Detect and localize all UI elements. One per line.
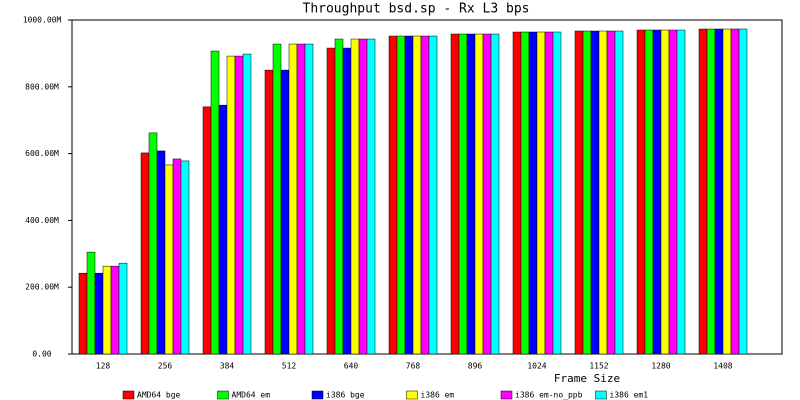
bar [660,29,670,355]
x-tick-label: 512 [282,362,297,371]
bar [288,43,298,355]
bar [396,35,406,355]
x-axis-label: Frame Size [554,372,620,385]
legend-swatch [311,390,324,400]
bar [334,38,344,355]
bar [738,28,748,355]
bar [404,35,414,355]
bar [714,28,724,355]
x-tick-label: 1024 [527,362,546,371]
bar [226,55,236,355]
bar [156,150,166,355]
bar [544,31,554,355]
y-tick-label: 800.00M [25,82,59,91]
chart-title: Throughput bsd.sp - Rx L3 bps [303,2,530,17]
y-tick-label: 600.00M [25,149,59,158]
bar [210,50,220,355]
bar [412,35,422,355]
bar [164,164,174,355]
bar [180,160,190,355]
x-tick-label: 1152 [589,362,608,371]
bar [280,69,290,355]
bar [110,265,120,355]
bar [350,38,360,355]
x-tick-label: 1408 [713,362,732,371]
bar [474,33,484,355]
x-tick-label: 256 [158,362,173,371]
bar [722,28,732,355]
bar [676,29,686,355]
y-tick-label: 0.00 [32,350,51,359]
bar [450,33,460,355]
x-tick-label: 640 [344,362,359,371]
bar [606,30,616,355]
legend-swatch [217,390,229,400]
bar [388,35,398,355]
bar [528,31,538,355]
bar [202,106,212,355]
bar [582,30,592,355]
y-tick-label: 400.00M [25,216,59,225]
bar [552,31,562,355]
bar [668,29,678,355]
bar [482,33,492,355]
bar [590,30,600,355]
legend-label: i386 em1 [610,391,649,400]
legend-label: AMD64 bge [137,391,181,400]
legend-swatch [406,390,418,400]
bar [698,28,708,355]
bar [706,28,716,355]
bar [234,55,244,355]
bar [326,47,336,355]
bar [520,31,530,355]
bar [118,262,128,355]
bar [636,29,646,355]
bar [264,69,274,355]
bar [86,251,96,355]
bar [490,33,500,355]
bar [466,33,476,355]
legend-label: AMD64 em [232,391,271,400]
x-tick-label: 896 [468,362,483,371]
bar [358,38,368,355]
bar [172,158,182,355]
bar [428,35,438,355]
y-tick-label: 1000.00M [23,16,62,25]
legend-swatch [500,390,513,400]
bar [102,265,112,355]
x-tick-label: 1280 [651,362,670,371]
legend-swatch [122,390,135,400]
bar [366,38,376,355]
bar [78,272,88,355]
legend-label: i386 em [421,391,455,400]
legend-swatch [595,390,607,400]
bar [536,31,546,355]
x-tick-label: 384 [220,362,235,371]
bar [140,152,150,355]
x-tick-label: 768 [406,362,421,371]
bar [304,43,314,355]
bar [342,47,352,355]
bar [644,29,654,355]
bar [614,30,624,355]
bar [512,31,522,355]
bar [272,43,282,355]
bar [148,132,158,355]
y-tick-label: 200.00M [25,283,59,292]
bar [420,35,430,355]
bar [652,29,662,355]
bar [94,272,104,355]
bar [574,30,584,355]
legend-label: i386 em-no_ppb [515,391,583,400]
bar [296,43,306,355]
bar [218,104,228,355]
bar [458,33,468,355]
bar [598,30,608,355]
legend-label: i386 bge [326,391,365,400]
x-tick-label: 128 [96,362,111,371]
bar [730,28,740,355]
bar [242,53,252,355]
